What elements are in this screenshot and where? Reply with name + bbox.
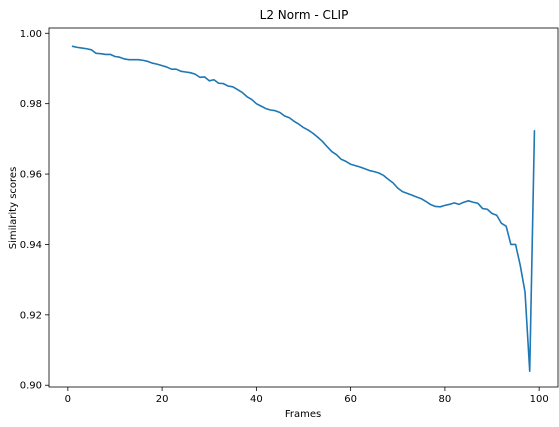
y-tick-label: 1.00 bbox=[20, 29, 42, 40]
x-tick-label: 100 bbox=[530, 394, 549, 405]
y-tick-label: 0.90 bbox=[20, 381, 42, 392]
y-axis-label: Similarity scores bbox=[8, 167, 19, 250]
y-tick-label: 0.94 bbox=[20, 240, 42, 251]
y-axis: 0.90 0.92 0.94 0.96 0.98 1.00 bbox=[20, 29, 49, 392]
axes-frame bbox=[48, 27, 559, 388]
plot-area bbox=[49, 28, 558, 387]
chart-title: L2 Norm - CLIP bbox=[260, 8, 349, 22]
x-axis-label: Frames bbox=[285, 409, 321, 420]
x-tick-label: 0 bbox=[65, 394, 71, 405]
plot-background bbox=[49, 28, 558, 387]
y-tick-label: 0.98 bbox=[20, 99, 42, 110]
y-tick-label: 0.96 bbox=[20, 170, 42, 181]
series-line-0 bbox=[71, 45, 536, 372]
y-tick-label: 0.92 bbox=[20, 310, 42, 321]
x-tick-label: 80 bbox=[439, 394, 452, 405]
series-layer bbox=[71, 45, 536, 372]
x-tick-label: 40 bbox=[250, 394, 263, 405]
x-tick-label: 60 bbox=[344, 394, 357, 405]
x-axis: 0 20 40 60 80 100 bbox=[65, 387, 549, 405]
x-tick-label: 20 bbox=[156, 394, 169, 405]
axes-border bbox=[48, 27, 559, 388]
